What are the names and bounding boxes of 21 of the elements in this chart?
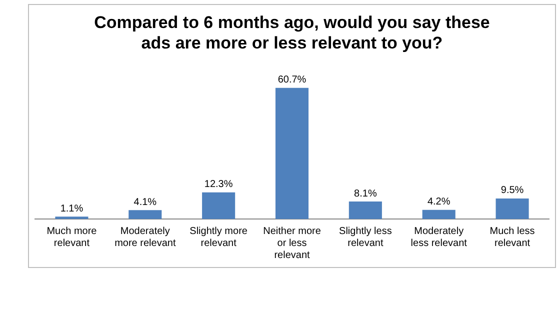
x-tick-label: Slightly less relevant [339,226,392,249]
x-tick-label: Moderately less relevant [410,226,468,249]
data-label: 12.3% [204,179,233,190]
data-label: 4.1% [134,196,157,208]
x-tick-label: Slightly more relevant [190,226,248,249]
data-label: 60.7% [278,74,306,86]
data-label: 9.5% [500,185,524,196]
data-label: 8.1% [354,188,377,200]
bar [422,210,456,219]
bar [275,88,309,219]
data-label: 1.1% [60,203,84,214]
bar [348,202,382,219]
x-tick-label: Much less relevant [490,226,535,249]
x-tick-label: Neither more or less relevant [263,226,322,261]
bar [128,210,162,219]
x-tick-label: Moderately more relevant [114,226,176,249]
data-label: 4.2% [427,196,450,208]
chart-title: Compared to 6 months ago, would you say these ads are more or less relevant to you? [94,12,490,52]
bar [202,192,236,219]
x-tick-label: Much more relevant [46,226,98,249]
bar [496,198,529,219]
